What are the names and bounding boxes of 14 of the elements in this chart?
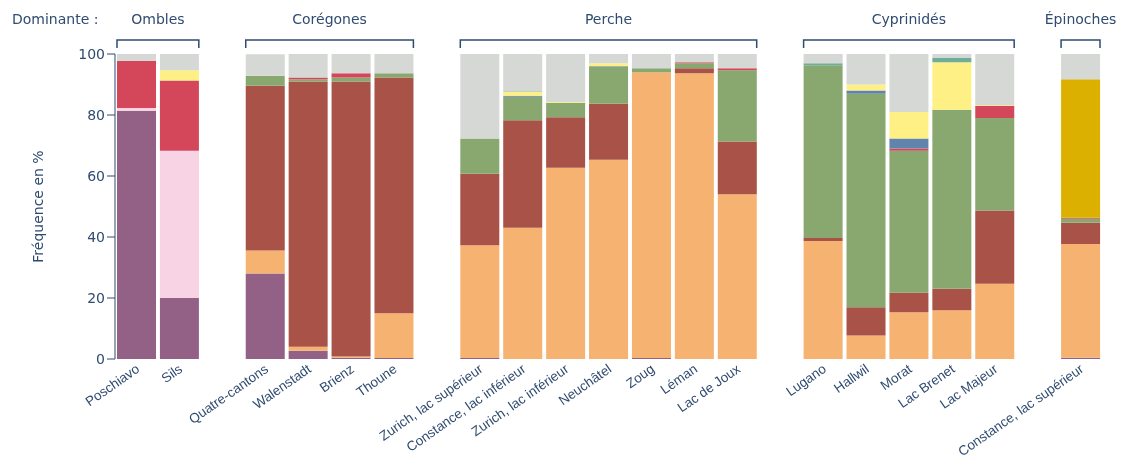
y-tick-label: 20: [87, 289, 105, 306]
y-axis-title: Fréquence en %: [29, 150, 46, 263]
y-tick-label: 60: [87, 167, 105, 184]
text: Dominante :: [12, 11, 99, 27]
text: Perche: [584, 11, 633, 27]
y-tick-label: 80: [87, 106, 105, 123]
text: Cyprinidés: [871, 11, 946, 27]
text: Corégones: [292, 11, 367, 27]
y-tick-label: 100: [78, 45, 105, 62]
y-tick-label: 40: [87, 228, 105, 245]
x-tick-label: Sils: [158, 361, 186, 386]
text: Épinoches: [1044, 11, 1117, 27]
text: Ombles: [131, 11, 185, 27]
y-tick-label: 0: [96, 350, 105, 367]
